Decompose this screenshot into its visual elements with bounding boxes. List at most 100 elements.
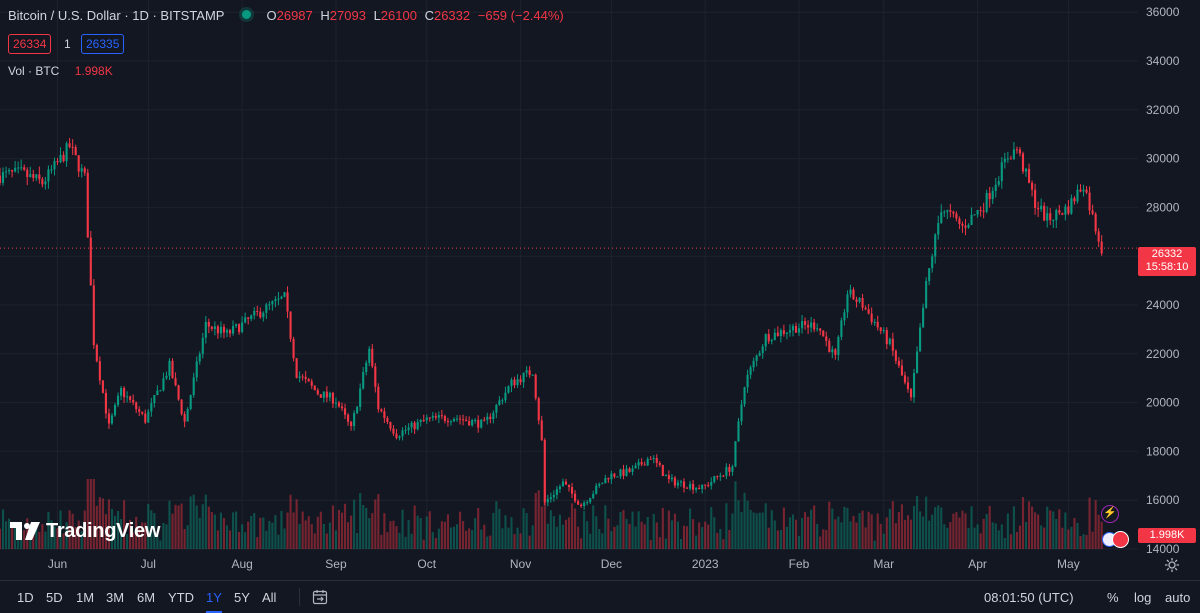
volume-bar — [365, 507, 368, 549]
candle-body — [29, 174, 32, 178]
candle-body — [586, 502, 589, 504]
symbol-title[interactable]: Bitcoin / U.S. Dollar · 1D · BITSTAMP — [8, 8, 225, 23]
candle-body — [1043, 205, 1046, 221]
candle-body — [346, 414, 350, 422]
flash-icon[interactable]: ⚡ — [1101, 505, 1119, 523]
utc-clock[interactable]: 08:01:50 (UTC) — [984, 590, 1074, 605]
x-tick-label: May — [1057, 557, 1080, 571]
candle-body — [222, 326, 226, 333]
auto-scale-toggle[interactable]: auto — [1165, 590, 1191, 605]
volume-bar — [280, 510, 283, 549]
volume-bar — [1079, 536, 1082, 549]
candle-body — [773, 332, 776, 341]
candle-body — [47, 169, 50, 182]
candle-body — [1052, 220, 1055, 222]
volume-bar — [62, 533, 65, 549]
volume-bar — [601, 533, 604, 549]
candle-body — [129, 396, 132, 400]
candle-body — [1015, 149, 1018, 151]
volume-bar — [389, 521, 392, 549]
candle-body — [289, 311, 292, 339]
volume-bar — [897, 512, 900, 549]
candle-body — [401, 430, 404, 437]
candle-body — [634, 465, 637, 469]
candle-body — [210, 326, 213, 329]
candle-body — [622, 469, 625, 476]
volume-bar — [679, 539, 683, 549]
tradingview-logo[interactable]: TradingView — [10, 517, 160, 545]
range-1y[interactable]: 1Y — [206, 590, 222, 613]
event-flag-icon[interactable] — [1112, 531, 1129, 548]
candle-body — [395, 433, 398, 438]
range-3m[interactable]: 3M — [106, 590, 125, 605]
price-chart[interactable]: 1400016000180002000022000240002600028000… — [0, 0, 1200, 580]
candle-body — [286, 292, 289, 312]
range-1m[interactable]: 1M — [76, 590, 95, 605]
candle-body — [434, 415, 437, 418]
range-5y[interactable]: 5Y — [234, 590, 250, 605]
volume-bar — [937, 505, 940, 549]
range-5d[interactable]: 5D — [46, 590, 63, 605]
candle-body — [383, 411, 386, 419]
volume-bar — [68, 510, 71, 549]
volume-bar — [949, 522, 952, 549]
candle-body — [359, 388, 362, 408]
volume-bar — [501, 528, 504, 549]
candle-body — [307, 378, 310, 382]
volume-bar — [138, 526, 141, 549]
candle-body — [728, 466, 731, 472]
candle-body — [794, 325, 798, 333]
sell-button[interactable]: 26334 — [8, 34, 52, 54]
volume-bar — [23, 529, 26, 549]
gear-icon[interactable] — [1164, 557, 1180, 573]
candle-body — [577, 501, 580, 505]
volume-bar — [65, 522, 68, 549]
percent-scale-toggle[interactable]: % — [1107, 590, 1119, 605]
range-all[interactable]: All — [262, 590, 277, 605]
candle-body — [625, 468, 628, 476]
volume-bar — [988, 505, 991, 549]
y-tick-label: 30000 — [1146, 152, 1180, 166]
volume-bar — [159, 540, 162, 549]
candle-body — [474, 419, 477, 421]
range-6m[interactable]: 6M — [137, 590, 156, 605]
volume-bar — [543, 479, 546, 549]
buy-button[interactable]: 26335 — [81, 34, 125, 54]
market-open-icon — [241, 10, 251, 19]
y-tick-label: 28000 — [1146, 200, 1180, 214]
volume-label[interactable]: Vol · BTC — [8, 64, 60, 78]
range-ytd[interactable]: YTD — [168, 590, 194, 605]
candle-body — [271, 301, 274, 305]
volume-bar — [1046, 506, 1049, 549]
bar-countdown: 15:58:10 — [1145, 261, 1189, 273]
candle-body — [791, 325, 795, 331]
volume-bar — [1031, 506, 1034, 549]
candle-body — [455, 418, 459, 420]
candle-body — [1067, 206, 1070, 214]
candle-body — [909, 389, 913, 398]
candle-body — [552, 494, 555, 498]
volume-bar — [864, 527, 867, 549]
candle-body — [192, 377, 195, 396]
y-tick-label: 16000 — [1146, 493, 1180, 507]
candle-body — [734, 441, 737, 467]
candle-body — [982, 210, 985, 212]
volume-bar — [126, 534, 129, 549]
candle-body — [83, 168, 86, 173]
volume-bar — [655, 522, 658, 549]
volume-bar — [640, 521, 643, 549]
volume-bar — [437, 528, 440, 549]
range-1d[interactable]: 1D — [17, 590, 34, 605]
candle-body — [776, 332, 779, 337]
candle-body — [1012, 149, 1015, 160]
volume-bar — [446, 514, 449, 549]
volume-bar — [1043, 527, 1046, 549]
candle-body — [38, 174, 41, 180]
candle-body — [655, 458, 658, 463]
volume-bar — [761, 512, 764, 549]
candle-body — [807, 324, 810, 328]
go-to-date-icon[interactable] — [312, 589, 328, 605]
log-scale-toggle[interactable]: log — [1134, 590, 1152, 605]
volume-bar — [1058, 509, 1061, 549]
candle-body — [247, 317, 250, 319]
